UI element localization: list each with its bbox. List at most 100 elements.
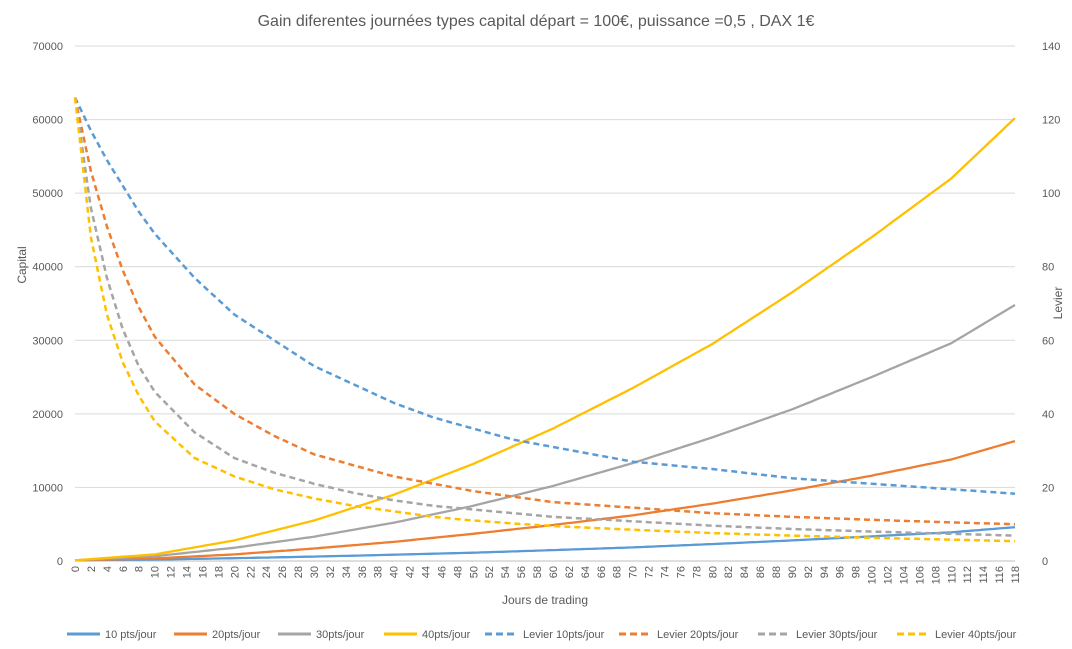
legend-label-2: 30pts/jour <box>316 629 365 641</box>
y-tick-label-7: 70000 <box>32 41 63 53</box>
legend-label-1: 20pts/jour <box>212 629 261 641</box>
legend-label-7: Levier 40pts/jour <box>935 629 1017 641</box>
x-tick-label-80: 80 <box>707 566 719 578</box>
x-tick-label-16: 16 <box>197 566 209 578</box>
x-tick-label-22: 22 <box>245 566 257 578</box>
x-tick-label-70: 70 <box>628 566 640 578</box>
x-axis-title: Jours de trading <box>502 593 588 607</box>
y-tick-label-5: 50000 <box>32 188 63 200</box>
x-tick-label-112: 112 <box>962 566 974 584</box>
x-tick-label-110: 110 <box>946 566 958 584</box>
x-tick-label-42: 42 <box>405 566 417 578</box>
x-tick-label-104: 104 <box>898 566 910 584</box>
y-tick-label-3: 30000 <box>32 335 63 347</box>
legend-label-6: Levier 30pts/jour <box>796 629 878 641</box>
x-tick-label-56: 56 <box>516 566 528 578</box>
x-tick-label-0: 0 <box>70 566 82 572</box>
y-tick-label-1: 10000 <box>32 482 63 494</box>
x-tick-label-46: 46 <box>436 566 448 578</box>
y-tick-label-4: 40000 <box>32 262 63 274</box>
x-tick-label-44: 44 <box>421 566 433 578</box>
x-tick-label-50: 50 <box>468 566 480 578</box>
x-tick-label-14: 14 <box>182 566 194 578</box>
x-tick-label-68: 68 <box>612 566 624 578</box>
x-tick-label-34: 34 <box>341 566 353 578</box>
x-tick-label-12: 12 <box>166 566 178 578</box>
series-line-5 <box>73 97 1016 526</box>
series-layer <box>73 96 1016 562</box>
series-line-6 <box>73 97 1016 537</box>
chart-title: Gain diferentes journées types capital d… <box>258 13 815 30</box>
legend: 10 pts/jour 20pts/jour 30pts/jour 40pts/jou… <box>67 629 1017 641</box>
x-tick-label-76: 76 <box>675 566 687 578</box>
x-tick-label-114: 114 <box>978 566 990 584</box>
x-tick-label-72: 72 <box>644 566 656 578</box>
x-tick-label-48: 48 <box>452 566 464 578</box>
x-tick-label-86: 86 <box>755 566 767 578</box>
y2-tick-label-1: 20 <box>1042 482 1054 494</box>
x-tick-label-64: 64 <box>580 566 592 578</box>
x-tick-label-62: 62 <box>564 566 576 578</box>
x-tick-label-6: 6 <box>118 566 130 572</box>
x-tick-label-100: 100 <box>867 566 879 584</box>
series-line-7 <box>73 97 1016 543</box>
y2-tick-label-3: 60 <box>1042 335 1054 347</box>
y2-tick-label-0: 0 <box>1042 556 1048 568</box>
x-tick-label-96: 96 <box>835 566 847 578</box>
x-tick-label-4: 4 <box>102 566 114 572</box>
x-tick-label-66: 66 <box>596 566 608 578</box>
x-tick-label-94: 94 <box>819 566 831 578</box>
x-tick-label-78: 78 <box>691 566 703 578</box>
y2-tick-label-6: 120 <box>1042 115 1060 127</box>
legend-label-0: 10 pts/jour <box>105 629 157 641</box>
axis-layer: 0100002000030000400005000060000700000204… <box>32 41 1060 584</box>
x-tick-label-28: 28 <box>293 566 305 578</box>
x-tick-label-18: 18 <box>213 566 225 578</box>
legend-label-3: 40pts/jour <box>422 629 471 641</box>
x-tick-label-58: 58 <box>532 566 544 578</box>
y2-tick-label-5: 100 <box>1042 188 1060 200</box>
legend-label-5: Levier 20pts/jour <box>657 629 739 641</box>
x-tick-label-74: 74 <box>659 566 671 578</box>
x-tick-label-24: 24 <box>261 566 273 578</box>
x-tick-label-106: 106 <box>914 566 926 584</box>
series-line-2 <box>74 304 1016 562</box>
x-tick-label-82: 82 <box>723 566 735 578</box>
x-tick-label-26: 26 <box>277 566 289 578</box>
x-tick-label-108: 108 <box>930 566 942 584</box>
y-axis-title: Capital <box>15 246 29 283</box>
x-tick-label-84: 84 <box>739 566 751 578</box>
x-tick-label-30: 30 <box>309 566 321 578</box>
y2-tick-label-7: 140 <box>1042 41 1060 53</box>
y-tick-label-2: 20000 <box>32 409 63 421</box>
x-tick-label-116: 116 <box>994 566 1006 584</box>
y-tick-label-6: 60000 <box>32 115 63 127</box>
x-tick-label-54: 54 <box>500 566 512 578</box>
x-tick-label-92: 92 <box>803 566 815 578</box>
x-tick-label-32: 32 <box>325 566 337 578</box>
y-tick-label-0: 0 <box>57 556 63 568</box>
x-tick-label-10: 10 <box>150 566 162 578</box>
y2-axis-title: Levier <box>1051 287 1065 320</box>
x-tick-label-36: 36 <box>357 566 369 578</box>
x-tick-label-8: 8 <box>134 566 146 572</box>
x-tick-label-2: 2 <box>86 566 98 572</box>
x-tick-label-38: 38 <box>373 566 385 578</box>
y2-tick-label-4: 80 <box>1042 262 1054 274</box>
x-tick-label-88: 88 <box>771 566 783 578</box>
legend-label-4: Levier 10pts/jour <box>523 629 605 641</box>
x-tick-label-118: 118 <box>1010 566 1022 584</box>
x-tick-label-60: 60 <box>548 566 560 578</box>
x-tick-label-20: 20 <box>229 566 241 578</box>
series-line-3 <box>74 117 1016 562</box>
x-tick-label-98: 98 <box>851 566 863 578</box>
y2-tick-label-2: 40 <box>1042 409 1054 421</box>
series-line-4 <box>73 96 1016 495</box>
x-tick-label-90: 90 <box>787 566 799 578</box>
x-tick-label-102: 102 <box>883 566 895 584</box>
x-tick-label-40: 40 <box>389 566 401 578</box>
grid-layer <box>75 45 1015 488</box>
x-tick-label-52: 52 <box>484 566 496 578</box>
